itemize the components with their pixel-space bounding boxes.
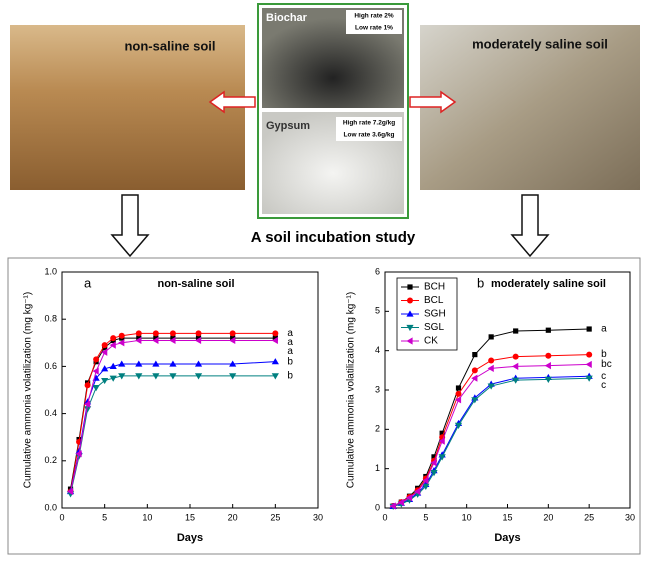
photo-label: moderately saline soil: [472, 36, 608, 51]
point: [586, 352, 592, 358]
y-tick-label: 0.2: [44, 455, 57, 465]
point: [93, 356, 99, 362]
x-tick-label: 15: [502, 512, 512, 522]
y-tick-label: 1: [375, 463, 380, 473]
point: [456, 385, 461, 390]
point: [545, 362, 551, 369]
x-tick-label: 10: [142, 512, 152, 522]
series-line: [71, 376, 276, 494]
series-line: [71, 333, 276, 491]
figure: non-saline soil moderately saline soil B…: [0, 0, 646, 560]
x-tick-label: 15: [185, 512, 195, 522]
point: [136, 330, 142, 336]
y-tick-label: 2: [375, 424, 380, 434]
point: [488, 365, 494, 372]
point: [489, 334, 494, 339]
legend-marker: [407, 284, 412, 289]
charts-frame: [8, 258, 640, 554]
panel-label: a: [84, 275, 92, 290]
point: [546, 328, 551, 333]
y-tick-label: 3: [375, 384, 380, 394]
significance-letter: b: [287, 370, 293, 381]
chart-title: non-saline soil: [157, 278, 234, 290]
point: [586, 361, 592, 368]
photo-label: Biochar: [266, 12, 308, 24]
point: [119, 333, 125, 339]
point: [110, 335, 116, 341]
arrow: [112, 195, 148, 256]
y-tick-label: 1.0: [44, 266, 57, 276]
rate-label: Low rate 3.6g/kg: [344, 132, 395, 139]
point: [472, 367, 478, 373]
y-tick-label: 0.6: [44, 361, 57, 371]
point: [513, 354, 519, 360]
significance-letter: c: [601, 380, 606, 391]
y-tick-label: 4: [375, 345, 380, 355]
y-axis-label: Cumulative ammonia volatilization (mg kg…: [23, 292, 34, 488]
x-tick-label: 25: [584, 512, 594, 522]
chart-title: moderately saline soil: [491, 278, 606, 290]
point: [85, 382, 91, 388]
x-axis-label: Days: [177, 532, 203, 544]
page: non-saline soil moderately saline soil B…: [0, 0, 646, 565]
x-tick-label: 10: [462, 512, 472, 522]
point: [170, 330, 176, 336]
point: [272, 330, 278, 336]
legend-label: SGL: [424, 322, 444, 333]
significance-letter: bc: [601, 359, 612, 370]
significance-letter: b: [287, 356, 293, 367]
y-tick-label: 0.4: [44, 408, 57, 418]
point: [512, 363, 518, 370]
point: [471, 375, 477, 382]
study-label: A soil incubation study: [251, 229, 416, 246]
x-tick-label: 5: [102, 512, 107, 522]
panel-label: b: [477, 275, 484, 290]
point: [153, 330, 159, 336]
x-tick-label: 20: [543, 512, 553, 522]
plot-frame: [62, 272, 318, 508]
x-tick-label: 5: [423, 512, 428, 522]
x-tick-label: 25: [270, 512, 280, 522]
y-tick-label: 0.8: [44, 314, 57, 324]
arrow: [512, 195, 548, 256]
point: [93, 385, 100, 391]
legend-label: CK: [424, 336, 438, 347]
y-tick-label: 6: [375, 266, 380, 276]
y-tick-label: 0: [375, 502, 380, 512]
point: [272, 358, 279, 364]
series-line: [71, 362, 276, 492]
x-tick-label: 0: [59, 512, 64, 522]
photo-label: Gypsum: [266, 120, 310, 132]
legend-label: SGH: [424, 309, 446, 320]
point: [488, 358, 494, 364]
significance-letter: a: [601, 324, 607, 335]
point: [230, 330, 236, 336]
legend-marker: [407, 298, 413, 304]
x-axis-label: Days: [494, 532, 520, 544]
point: [196, 330, 202, 336]
point: [102, 342, 108, 348]
x-tick-label: 30: [313, 512, 323, 522]
point: [456, 391, 462, 397]
x-tick-label: 20: [228, 512, 238, 522]
rate-label: High rate 7.2g/kg: [343, 120, 395, 127]
y-axis-label: Cumulative ammonia volatilization (mg kg…: [346, 292, 357, 488]
rate-label: Low rate 1%: [355, 25, 393, 32]
point: [472, 352, 477, 357]
legend-label: BCH: [424, 282, 445, 293]
x-tick-label: 30: [625, 512, 635, 522]
rate-label: High rate 2%: [354, 13, 394, 20]
point: [513, 328, 518, 333]
legend-label: BCL: [424, 295, 444, 306]
y-tick-label: 0.0: [44, 502, 57, 512]
x-tick-label: 0: [382, 512, 387, 522]
photo-label: non-saline soil: [124, 38, 215, 53]
y-tick-label: 5: [375, 306, 380, 316]
point: [587, 326, 592, 331]
point: [545, 353, 551, 359]
